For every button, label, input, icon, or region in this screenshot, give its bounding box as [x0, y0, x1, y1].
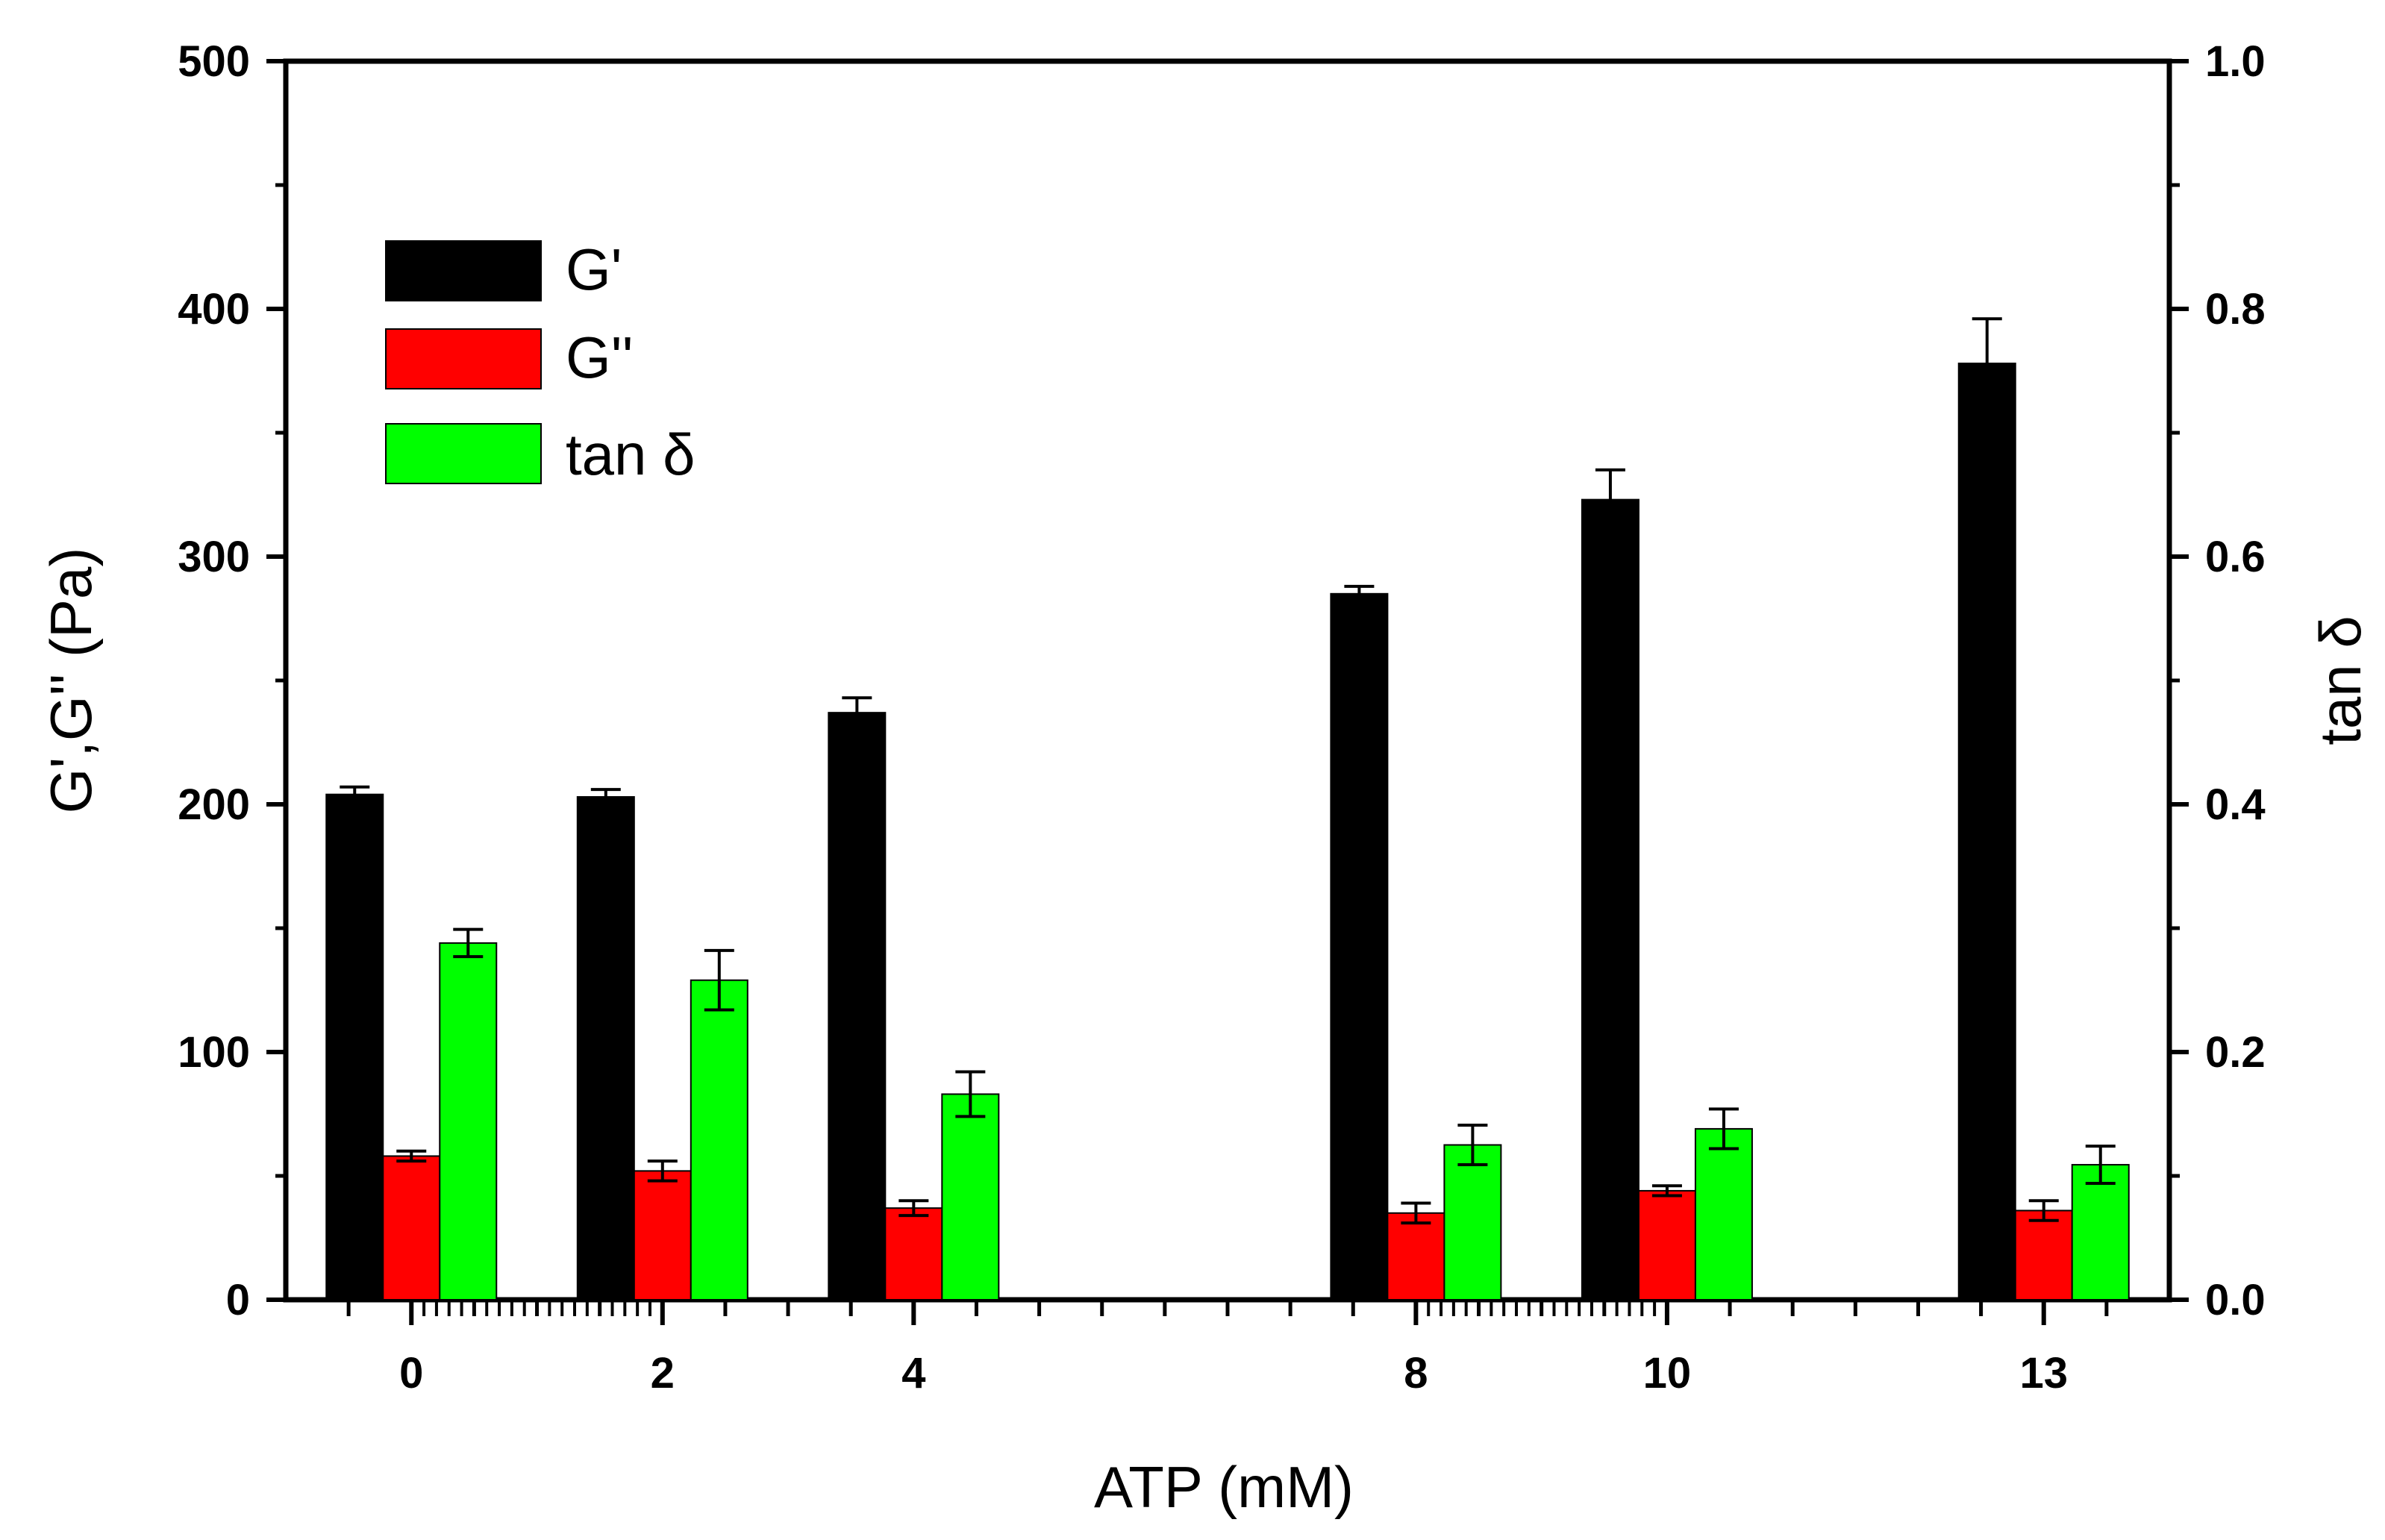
y-left-tick-label-0: 0	[226, 1276, 250, 1324]
bar-series-1-cat-4	[1637, 1189, 1696, 1301]
bar-series-2-cat-5	[2071, 1164, 2130, 1301]
legend: G' G'' tan δ	[385, 237, 696, 487]
y-right-tick-label-3: 0.6	[2205, 533, 2266, 581]
x-tick-label-4: 10	[1643, 1349, 1692, 1397]
legend-label-tan-delta: tan δ	[566, 422, 696, 487]
y-left-tick-label-1: 100	[178, 1028, 250, 1077]
y-left-tick-label-2: 200	[178, 780, 250, 829]
bar-series-2-cat-3	[1443, 1144, 1502, 1300]
y-left-tick-label-4: 400	[178, 285, 250, 334]
bar-series-0-cat-3	[1330, 592, 1389, 1300]
y-right-tick-label-5: 1.0	[2205, 37, 2266, 86]
x-tick-label-2: 4	[901, 1349, 925, 1397]
legend-swatch-tan-delta	[385, 423, 542, 484]
y-right-tick-label-4: 0.8	[2205, 285, 2266, 334]
bar-series-0-cat-0	[325, 793, 384, 1300]
axes-layer: 0 100 200 300 400 500 0.0 0.2 0.4 0.6 0.8 1.0 0 2 4 8 10…	[178, 37, 2265, 1397]
y-right-tick-label-0: 0.0	[2205, 1276, 2266, 1324]
x-axis-title: ATP (mM)	[1094, 1454, 1354, 1520]
bar-series-1-cat-5	[2014, 1209, 2073, 1300]
bar-series-1-cat-0	[382, 1155, 441, 1300]
bar-series-1-cat-1	[633, 1170, 692, 1300]
bar-series-0-cat-1	[576, 796, 635, 1301]
y-right-tick-label-1: 0.2	[2205, 1028, 2266, 1077]
legend-label-g-double-prime: G''	[566, 325, 633, 390]
bar-series-1-cat-3	[1387, 1212, 1445, 1301]
legend-label-g-prime: G'	[566, 237, 622, 302]
bar-series-0-cat-5	[1957, 363, 2016, 1300]
x-tick-label-5: 13	[2019, 1349, 2068, 1397]
bar-series-2-cat-2	[941, 1093, 1000, 1300]
bar-series-1-cat-2	[884, 1207, 943, 1301]
legend-swatch-g-double-prime	[385, 328, 542, 389]
y-right-tick-label-2: 0.4	[2205, 780, 2266, 829]
bar-series-0-cat-2	[828, 712, 887, 1300]
x-tick-label-1: 2	[651, 1349, 675, 1397]
bar-series-2-cat-0	[439, 942, 498, 1301]
y-left-tick-label-5: 500	[178, 37, 250, 86]
bar-series-0-cat-4	[1581, 498, 1640, 1300]
bar-series-2-cat-1	[690, 979, 748, 1300]
legend-swatch-g-prime	[385, 240, 542, 301]
bars-layer	[325, 317, 2130, 1301]
bar-series-2-cat-4	[1694, 1127, 1753, 1301]
y-axis-title-left: G',G'' (Pa)	[38, 548, 104, 814]
x-tick-label-3: 8	[1404, 1349, 1428, 1397]
y-left-tick-label-3: 300	[178, 533, 250, 581]
y-axis-title-right: tan δ	[2307, 616, 2373, 745]
x-tick-label-0: 0	[399, 1349, 423, 1397]
